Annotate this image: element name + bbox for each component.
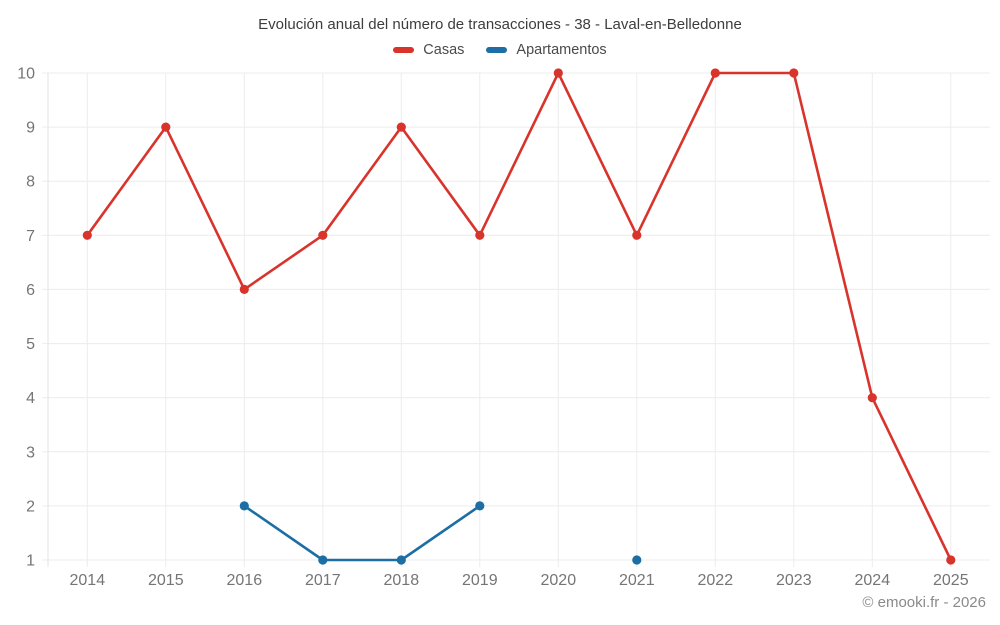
svg-text:2023: 2023 [776, 572, 812, 589]
svg-text:2018: 2018 [384, 572, 420, 589]
svg-text:2014: 2014 [70, 572, 106, 589]
chart-legend: Casas Apartamentos [0, 42, 1000, 58]
svg-text:2017: 2017 [305, 572, 341, 589]
casas-series-swatch-icon [393, 47, 415, 53]
svg-text:10: 10 [17, 66, 35, 83]
apartamentos-series-swatch-icon [486, 47, 508, 53]
svg-text:2020: 2020 [541, 572, 577, 589]
watermark-credit: © emooki.fr - 2026 [862, 594, 986, 611]
svg-text:2021: 2021 [619, 572, 655, 589]
svg-text:2025: 2025 [933, 572, 969, 589]
svg-text:6: 6 [26, 282, 35, 299]
legend-label-apartamentos: Apartamentos [516, 42, 607, 58]
svg-text:1: 1 [26, 553, 35, 570]
legend-item-casas[interactable]: Casas [393, 42, 464, 58]
legend-label-casas: Casas [423, 42, 465, 58]
svg-text:2: 2 [26, 498, 35, 515]
legend-item-apartamentos[interactable]: Apartamentos [486, 42, 607, 58]
svg-text:2016: 2016 [227, 572, 263, 589]
svg-text:7: 7 [26, 228, 35, 245]
svg-text:2024: 2024 [855, 572, 891, 589]
svg-text:5: 5 [26, 336, 35, 353]
svg-text:3: 3 [26, 444, 35, 461]
svg-text:8: 8 [26, 174, 35, 191]
svg-text:4: 4 [26, 390, 35, 407]
svg-text:2022: 2022 [698, 572, 734, 589]
chart-title: Evolución anual del número de transaccio… [258, 16, 742, 33]
svg-text:2019: 2019 [462, 572, 498, 589]
svg-text:9: 9 [26, 120, 35, 137]
svg-text:2015: 2015 [148, 572, 184, 589]
